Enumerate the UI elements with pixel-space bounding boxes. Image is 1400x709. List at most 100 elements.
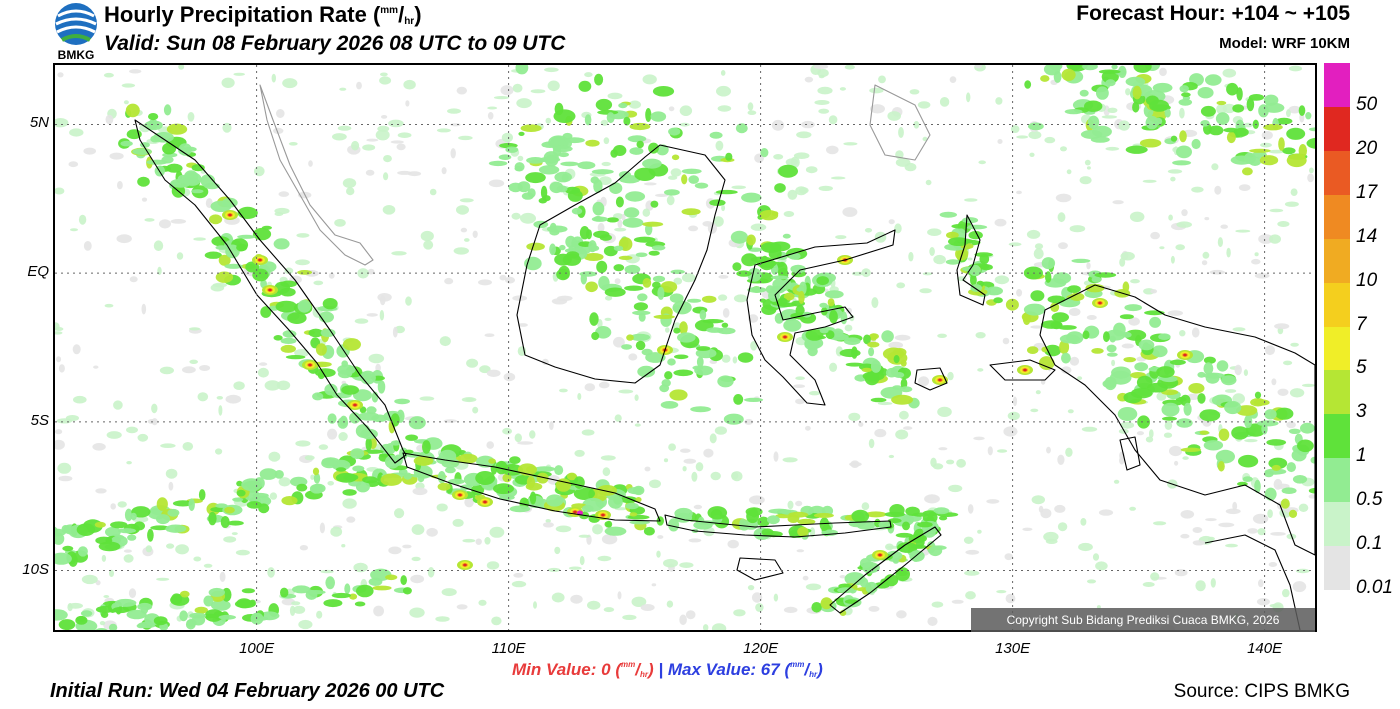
precip-cell <box>844 65 855 70</box>
precip-cell <box>241 478 262 492</box>
precip-cell <box>596 260 608 274</box>
precip-cell <box>851 509 870 523</box>
precip-cell <box>322 298 338 310</box>
precip-cell <box>377 125 390 132</box>
precip-cell <box>1163 432 1173 438</box>
precip-cell <box>653 314 675 319</box>
precip-cell <box>182 442 194 451</box>
precip-cell <box>113 400 123 410</box>
precip-cell <box>1023 368 1027 372</box>
precip-cell <box>141 303 147 315</box>
min-value: 0 <box>601 660 611 679</box>
min-max-values: Min Value: 0 (mm/hr) | Max Value: 67 (mm… <box>512 660 823 679</box>
precip-cell <box>706 327 724 333</box>
legend-swatch <box>1324 326 1350 371</box>
precip-cell <box>344 583 351 594</box>
precip-cell <box>673 327 681 334</box>
precip-cell <box>1254 391 1262 399</box>
precip-cell <box>562 253 582 266</box>
precip-cell <box>747 286 767 293</box>
precip-cell <box>296 483 308 492</box>
precip-cell <box>1151 345 1168 358</box>
precip-cell <box>1224 389 1237 393</box>
precip-cell <box>388 546 402 555</box>
precip-cell <box>573 487 596 500</box>
precip-cell <box>783 211 795 217</box>
precip-cell <box>1167 169 1183 174</box>
precip-cell <box>660 401 679 409</box>
precip-cell <box>1170 135 1178 142</box>
precip-cell <box>877 401 893 406</box>
precip-cell <box>55 528 66 537</box>
precip-cell <box>538 165 560 175</box>
precip-cell <box>1128 317 1140 326</box>
precip-cell <box>701 295 717 303</box>
title-suffix: ) <box>414 2 422 27</box>
precip-cell <box>549 181 564 194</box>
legend-label: 5 <box>1356 357 1367 379</box>
precip-cell <box>1069 225 1086 233</box>
precip-cell <box>870 360 882 373</box>
precip-cell <box>405 100 410 107</box>
precip-cell <box>109 152 124 160</box>
precip-cell <box>587 600 601 610</box>
precip-cell <box>218 254 231 266</box>
precip-cell <box>1265 345 1275 356</box>
precip-cell <box>606 217 619 223</box>
precip-cell <box>191 164 205 172</box>
precip-cell <box>698 516 705 525</box>
longitude-label: 130E <box>995 640 1031 657</box>
latitude-label: 5S <box>30 411 49 429</box>
precip-cell <box>1022 312 1031 325</box>
precip-cell <box>365 437 372 451</box>
precip-cell <box>795 500 803 507</box>
precip-cell <box>1149 316 1161 328</box>
precip-cell <box>304 455 315 461</box>
precip-cell <box>55 609 68 621</box>
precip-cell <box>187 112 195 122</box>
precip-cell <box>673 369 694 377</box>
precip-cell <box>117 501 127 508</box>
precip-cell <box>1224 400 1242 415</box>
precip-cell <box>170 219 187 224</box>
precip-cell <box>310 474 315 480</box>
precip-cell <box>1079 176 1092 185</box>
title-unit-num: mm <box>380 5 399 16</box>
precip-cell <box>927 616 938 627</box>
precip-cell <box>1134 362 1149 372</box>
precip-cell <box>321 457 340 466</box>
precip-cell <box>818 74 825 79</box>
precip-cell <box>716 85 731 97</box>
precip-cell <box>380 72 388 77</box>
precip-cell <box>997 139 1003 144</box>
precip-cell <box>291 601 301 606</box>
precip-cell <box>1217 237 1223 248</box>
precip-cell <box>671 154 680 161</box>
precip-cell <box>657 535 664 539</box>
forecast-hour: Forecast Hour: +104 ~ +105 <box>1076 2 1350 25</box>
precip-cell <box>259 362 268 366</box>
precip-cell <box>258 258 262 262</box>
precip-cell <box>1179 130 1187 143</box>
precip-cell <box>1055 193 1072 203</box>
precip-cell <box>933 254 946 265</box>
precip-cell <box>1008 242 1022 247</box>
precip-cell <box>715 140 724 151</box>
precip-cell <box>642 208 651 217</box>
precip-cell <box>391 251 407 256</box>
precip-cell <box>381 115 388 119</box>
precip-cell <box>963 536 974 544</box>
precip-cell <box>1288 428 1301 434</box>
precip-cell <box>648 142 659 154</box>
precip-cell <box>284 267 294 275</box>
precip-cell <box>1202 372 1225 379</box>
precip-cell <box>846 307 852 314</box>
precip-cell <box>688 175 699 184</box>
precip-cell <box>1058 242 1068 250</box>
timor-coast <box>829 526 942 614</box>
precip-cell <box>156 577 170 581</box>
precip-cell <box>721 354 731 363</box>
precip-cell <box>366 138 379 142</box>
precip-cell <box>994 275 1010 285</box>
precip-cell <box>1277 221 1290 227</box>
